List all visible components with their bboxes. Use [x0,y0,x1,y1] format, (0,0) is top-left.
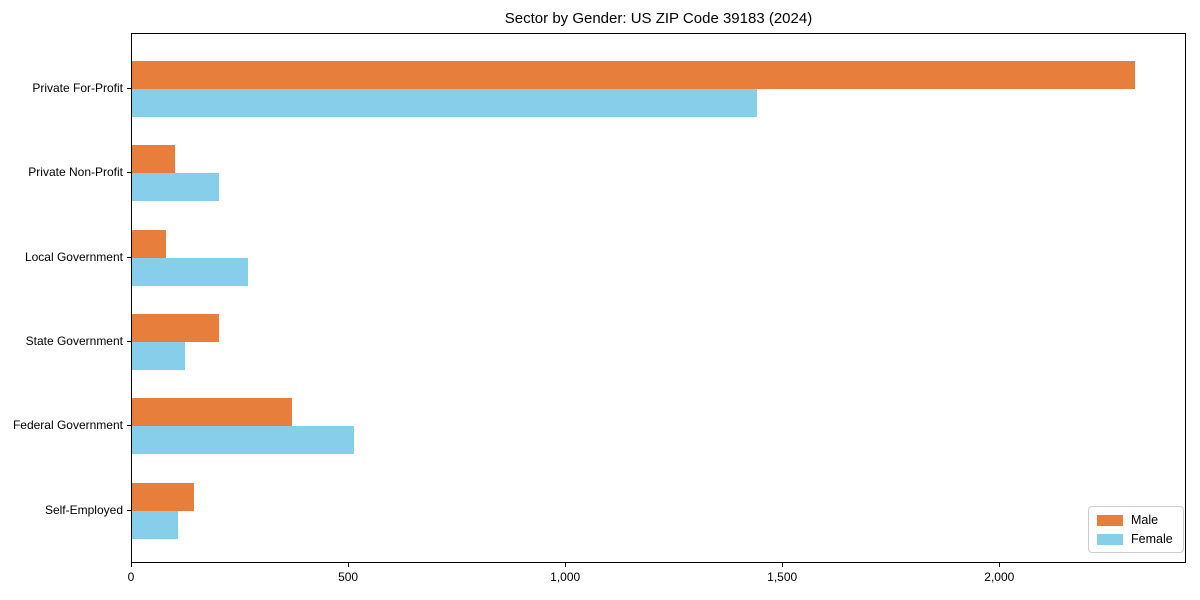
ytick-mark-private-non-profit [127,172,131,174]
xtick-label-1-500: 1,500 [767,570,798,584]
xtick-label-1-000: 1,000 [550,570,581,584]
bar-male-state-government [132,313,219,342]
legend-label-female: Female [1131,532,1173,546]
xtick-mark-500 [348,563,350,567]
bar-male-local-government [132,229,166,258]
bar-female-local-government [132,257,248,286]
legend-entry-female: Female [1097,532,1173,546]
legend-label-male: Male [1131,513,1159,527]
bar-female-private-non-profit [132,173,219,202]
ytick-label-local-government: Local Government [24,249,123,264]
ytick-mark-self-employed [127,509,131,511]
bar-female-private-for-profit [132,89,758,117]
ytick-mark-federal-government [127,425,131,427]
ytick-label-private-for-profit: Private For-Profit [32,81,123,95]
legend-swatch-male [1097,514,1123,526]
ytick-label-state-government: State Government [25,333,123,348]
xtick-label-2-000: 2,000 [984,570,1015,584]
ytick-label-self-employed: Self-Employed [44,502,123,517]
bar-female-state-government [132,341,185,370]
plot-area [131,33,1186,563]
bar-male-federal-government [132,398,292,427]
ytick-mark-state-government [127,340,131,342]
xtick-mark-0 [131,563,132,567]
ytick-mark-local-government [127,256,131,258]
bar-female-self-employed [132,510,178,539]
bar-male-private-for-profit [132,61,1135,89]
legend-swatch-female [1097,533,1123,545]
legend-entry-male: Male [1097,513,1173,527]
xtick-mark-1-500 [782,563,784,567]
xtick-label-500: 500 [338,570,359,584]
legend: Male Female [1088,506,1184,553]
bar-male-private-non-profit [132,145,176,174]
xtick-mark-1-000 [565,563,567,567]
xtick-mark-2-000 [999,563,1001,567]
chart-title: Sector by Gender: US ZIP Code 39183 (202… [504,10,813,27]
bar-female-federal-government [132,426,354,455]
ytick-label-private-non-profit: Private Non-Profit [28,165,123,180]
xtick-label-0: 0 [127,570,135,584]
ytick-label-federal-government: Federal Government [12,418,123,433]
ytick-mark-private-for-profit [127,88,131,89]
bar-male-self-employed [132,482,195,511]
